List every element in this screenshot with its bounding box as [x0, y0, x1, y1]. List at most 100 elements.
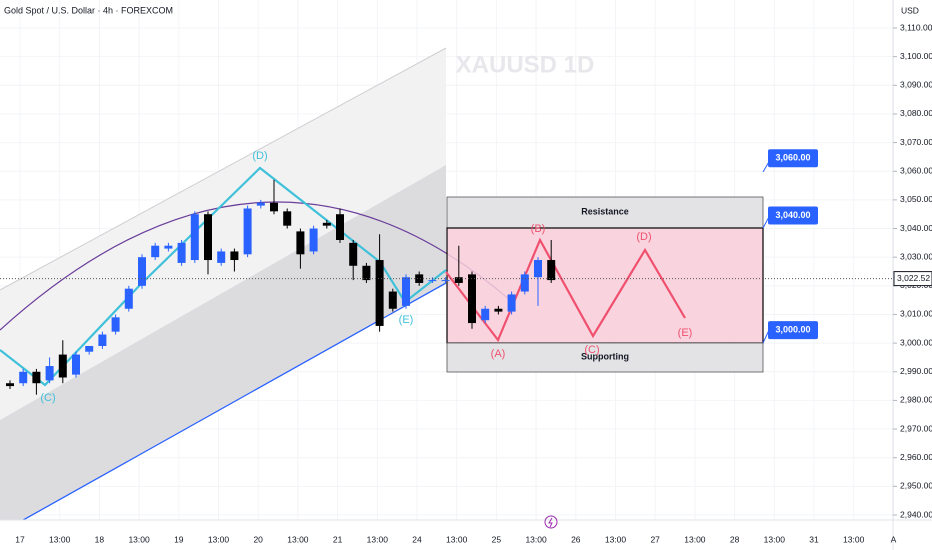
- wave-label: (B): [531, 223, 546, 235]
- candle-body: [217, 251, 226, 263]
- wave-red: [445, 237, 686, 343]
- candle-body: [415, 274, 424, 283]
- chart-title: Gold Spot / U.S. Dollar · 4h · FOREXCOM: [4, 5, 173, 15]
- candle-body: [428, 280, 437, 282]
- wave-label: (E): [399, 314, 414, 326]
- x-tick-label: 13:00: [367, 534, 389, 544]
- x-tick-label: A: [891, 534, 897, 544]
- channel-line: [0, 47, 447, 291]
- x-tick-label: 13:00: [525, 534, 547, 544]
- candle-body: [190, 214, 199, 261]
- candle-body: [336, 214, 344, 240]
- price-tag-label: 3,060.00: [775, 153, 810, 163]
- candle-body: [111, 317, 120, 332]
- x-tick-label: 13:00: [684, 534, 706, 544]
- y-tick-label: 3,060.00: [900, 165, 932, 175]
- y-tick-label: 2,960.00: [900, 452, 932, 462]
- y-tick-label: 3,040.00: [900, 223, 932, 233]
- x-tick-label: 13:00: [446, 534, 468, 544]
- candle-body: [6, 383, 14, 387]
- candle-body: [283, 211, 292, 226]
- candle-body: [177, 242, 186, 263]
- candle-body: [243, 208, 252, 255]
- candle-body: [494, 308, 503, 312]
- y-tick-label: 3,100.00: [900, 51, 932, 61]
- candle-body: [468, 274, 476, 324]
- x-tick-label: 18: [95, 534, 105, 544]
- current-price-tag: [893, 271, 932, 287]
- candle-body: [270, 202, 278, 212]
- x-tick-label: 19: [174, 534, 184, 544]
- x-tick-label: 24: [412, 534, 422, 544]
- candle-body: [547, 260, 556, 281]
- x-tick-label: 13:00: [208, 534, 230, 544]
- current-price-label: 3,022.52: [897, 273, 930, 283]
- price-tag: [768, 206, 818, 225]
- candle-body: [362, 265, 371, 281]
- channel-lower: [0, 165, 446, 520]
- candle-body: [520, 274, 529, 292]
- currency: USD: [901, 5, 919, 15]
- x-tick-label: 27: [650, 534, 660, 544]
- candle-body: [507, 294, 516, 312]
- candle-body: [322, 222, 331, 226]
- x-tick-label: 13:00: [128, 534, 150, 544]
- y-tick-label: 2,980.00: [900, 395, 932, 405]
- axes: 2,940.00 2,950.00 2,960.00 2,970.00 2,980.00…: [15, 22, 932, 544]
- candle-body: [375, 260, 384, 326]
- candle-body: [296, 231, 305, 255]
- x-tick-label: 21: [333, 534, 343, 544]
- y-tick-label: 3,070.00: [900, 137, 932, 147]
- x-tick-label: 26: [571, 534, 581, 544]
- zone-label: Supporting: [581, 351, 629, 361]
- candle-body: [98, 334, 107, 346]
- candle-body: [230, 251, 239, 261]
- candle-body: [204, 214, 212, 261]
- resistance-zone: [446, 196, 764, 229]
- candle-body: [256, 202, 265, 206]
- price-tag-label: 3,040.00: [775, 210, 810, 220]
- x-tick-label: 13:00: [287, 534, 309, 544]
- arc: [0, 201, 511, 331]
- y-tick-label: 2,950.00: [900, 481, 932, 491]
- candle-body: [164, 245, 173, 249]
- x-tick-label: 17: [15, 534, 25, 544]
- y-tick-label: 3,050.00: [900, 194, 932, 204]
- wave-label: (D): [252, 150, 267, 162]
- candle-body: [454, 277, 463, 283]
- candle-body: [72, 354, 80, 375]
- wave-label: (E): [678, 327, 693, 339]
- event-icon: [548, 517, 553, 528]
- candle-body: [481, 308, 490, 321]
- x-tick-label: 31: [809, 534, 819, 544]
- candle-body: [441, 280, 450, 282]
- candle-body: [85, 345, 94, 352]
- x-tick-label: 25: [492, 534, 502, 544]
- y-tick-label: 3,110.00: [900, 22, 932, 32]
- wave-label: (C): [584, 344, 599, 356]
- price-tag: [768, 149, 818, 168]
- channel-upper: [0, 48, 446, 420]
- candle-body: [45, 366, 54, 381]
- event-icon[interactable]: [544, 515, 558, 529]
- x-tick-label: 13:00: [49, 534, 71, 544]
- wave-label: (A): [491, 348, 506, 360]
- wave-label: (D): [636, 231, 651, 243]
- y-tick-label: 3,080.00: [900, 108, 932, 118]
- x-tick-label: 13:00: [764, 534, 786, 544]
- candle-body: [32, 371, 41, 384]
- candle-body: [19, 371, 28, 384]
- trend-line: [21, 282, 447, 520]
- x-tick-label: 13:00: [843, 534, 865, 544]
- candle-body: [124, 288, 133, 309]
- candle-body: [138, 257, 146, 286]
- x-tick-label: 20: [253, 534, 263, 544]
- watermark: XAUUSD 1D: [456, 51, 595, 78]
- y-tick-label: 3,090.00: [900, 80, 932, 90]
- candles: [6, 179, 556, 395]
- candle-body: [151, 245, 160, 258]
- candle-body: [388, 291, 397, 309]
- price-tag-label: 3,000.00: [775, 324, 810, 334]
